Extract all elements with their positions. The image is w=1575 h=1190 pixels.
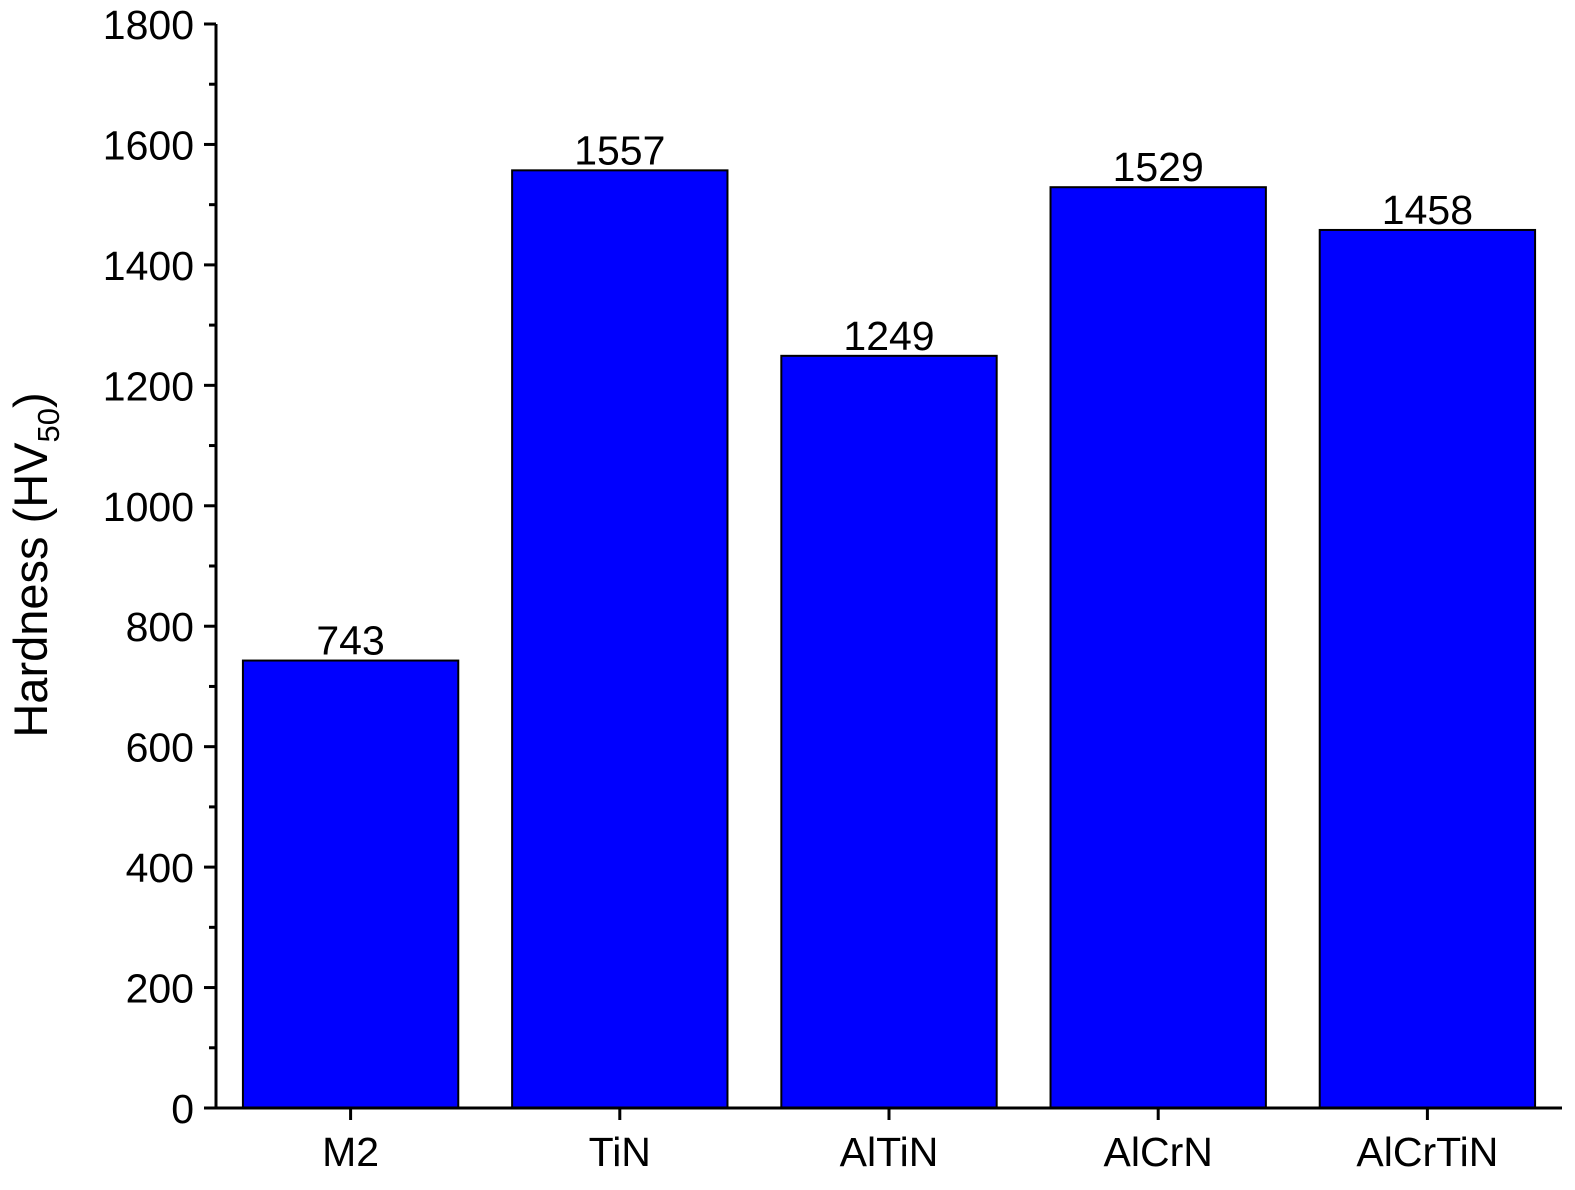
bars <box>241 169 1537 1110</box>
y-axis-title-subscript: 50 <box>31 408 66 442</box>
y-tick-label: 1800 <box>103 2 194 48</box>
y-axis-ticks: 0 200 400 600 800 1000 1200 1400 1600 1800 <box>103 2 216 1132</box>
data-label-alcrtin: 1458 <box>1382 187 1473 233</box>
y-tick-label: 1200 <box>103 363 194 409</box>
y-tick-label: 1400 <box>103 243 194 289</box>
y-tick-label: 1600 <box>103 122 194 168</box>
y-tick-label: 400 <box>126 845 194 891</box>
data-label-altin: 1249 <box>843 313 934 359</box>
x-tick-label-alcrtin: AlCrTiN <box>1356 1129 1498 1175</box>
y-tick-label: 600 <box>126 725 194 771</box>
bar-alcrtin <box>1318 228 1537 1109</box>
y-axis-title-suffix: ) <box>4 392 57 408</box>
plot-area: 743 1557 1249 1529 1458 0 200 400 600 800 1000 120… <box>103 2 1562 1175</box>
data-label-tin: 1557 <box>574 127 665 173</box>
y-tick-label: 200 <box>126 966 194 1012</box>
x-tick-label-tin: TiN <box>589 1129 651 1175</box>
x-tick-label-alcrn: AlCrN <box>1104 1129 1213 1175</box>
bar-alcrn <box>1049 186 1267 1110</box>
y-tick-label: 800 <box>126 604 194 650</box>
data-label-alcrn: 1529 <box>1113 144 1204 190</box>
x-tick-label-m2: M2 <box>322 1129 379 1175</box>
y-axis-title: Hardness (HV50) <box>4 392 66 737</box>
y-tick-label: 0 <box>171 1086 194 1132</box>
data-labels: 743 1557 1249 1529 1458 <box>316 127 1473 663</box>
data-label-m2: 743 <box>316 618 384 664</box>
bar-altin <box>780 354 998 1109</box>
bar-tin <box>511 169 729 1109</box>
y-axis-title-main: Hardness (HV <box>4 442 57 738</box>
y-tick-label: 1000 <box>103 484 194 530</box>
bar-m2 <box>241 659 460 1109</box>
x-tick-label-altin: AlTiN <box>840 1129 939 1175</box>
x-axis-ticks: M2 TiN AlTiN AlCrN AlCrTiN <box>322 1108 1498 1175</box>
